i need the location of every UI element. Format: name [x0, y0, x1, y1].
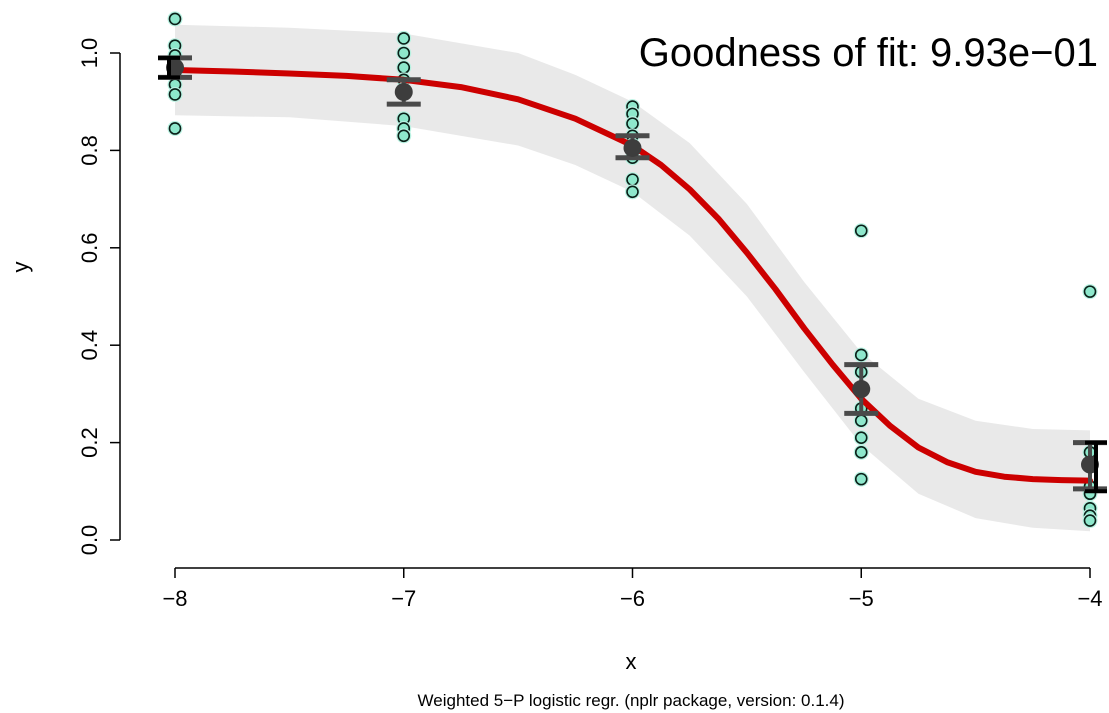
data-point: [168, 12, 182, 26]
x-tick-label: −5: [849, 586, 874, 611]
y-axis-title: y: [8, 262, 33, 273]
y-tick-label: 0.0: [77, 525, 102, 556]
data-point: [1083, 514, 1097, 527]
mean-point: [623, 138, 642, 157]
y-tick-label: 0.6: [77, 233, 102, 264]
mean-point: [852, 380, 871, 399]
data-point: [854, 431, 868, 445]
data-point: [168, 122, 182, 135]
data-point: [1083, 285, 1097, 298]
error-bars-layer: [158, 55, 1107, 494]
y-tick-label: 1.0: [77, 38, 102, 69]
mean-point: [394, 82, 413, 101]
x-tick-label: −4: [1077, 586, 1102, 611]
data-point: [854, 472, 868, 486]
chart-subtitle: Weighted 5−P logistic regr. (nplr packag…: [418, 691, 845, 710]
data-point: [854, 414, 868, 427]
data-point: [854, 446, 868, 459]
data-point: [626, 185, 639, 199]
y-tick-label: 0.8: [77, 135, 102, 166]
y-tick-label: 0.4: [77, 330, 102, 361]
data-point: [397, 61, 411, 74]
data-point: [397, 46, 411, 60]
data-point: [854, 224, 868, 238]
data-point: [626, 117, 639, 130]
data-point: [397, 129, 411, 143]
goodness-of-fit-annotation: Goodness of fit: 9.93e−01: [639, 31, 1098, 75]
data-point: [626, 173, 639, 186]
x-axis-title: x: [626, 649, 637, 674]
data-point: [168, 88, 182, 101]
axes-layer: −8 −7 −6 −5 −4 0.0 0.2 0.4 0.6 0.8 1.0: [77, 38, 1103, 611]
data-point: [854, 348, 868, 362]
x-tick-label: −6: [620, 586, 645, 611]
y-tick-label: 0.2: [77, 427, 102, 458]
data-point: [397, 32, 411, 45]
x-tick-label: −8: [162, 586, 187, 611]
x-tick-label: −7: [391, 586, 416, 611]
